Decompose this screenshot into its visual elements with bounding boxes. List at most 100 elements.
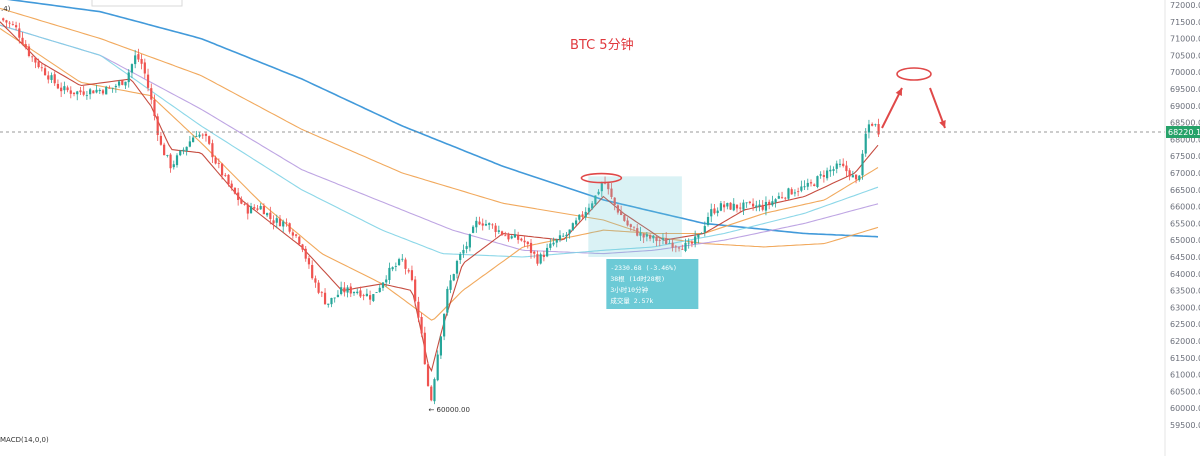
candle-body bbox=[452, 274, 455, 281]
candle-body bbox=[845, 165, 848, 172]
candle-body bbox=[578, 214, 581, 220]
candle-body bbox=[56, 83, 60, 89]
candle-body bbox=[137, 54, 140, 60]
candle-body bbox=[237, 192, 240, 201]
candle-body bbox=[700, 232, 703, 234]
candle-body bbox=[333, 297, 336, 299]
candle-body bbox=[378, 287, 381, 293]
candle-body bbox=[8, 22, 11, 24]
candle-body bbox=[53, 74, 56, 84]
candle-body bbox=[343, 287, 346, 293]
candle-body bbox=[620, 211, 623, 216]
candle-body bbox=[410, 270, 414, 281]
y-tick-label: 62500.00 bbox=[1170, 320, 1200, 329]
candle-body bbox=[555, 239, 558, 243]
candle-body bbox=[214, 157, 217, 164]
measure-range-box[interactable] bbox=[588, 176, 682, 257]
candle-body bbox=[520, 238, 523, 241]
candle-body bbox=[777, 196, 780, 199]
candle-body bbox=[18, 28, 21, 38]
top-left-label: .4) bbox=[1, 5, 11, 13]
candle-body bbox=[426, 364, 430, 386]
candle-body bbox=[513, 234, 517, 238]
candle-body bbox=[92, 90, 95, 94]
candle-body bbox=[684, 242, 687, 251]
candle-body bbox=[288, 223, 291, 232]
candle-body bbox=[858, 175, 861, 181]
candle-body bbox=[587, 207, 591, 212]
candle-body bbox=[668, 242, 671, 244]
moving-average-line bbox=[0, 28, 879, 321]
candle-body bbox=[481, 223, 484, 226]
candle-body bbox=[317, 282, 320, 293]
candle-body bbox=[143, 62, 146, 74]
y-tick-label: 67000.00 bbox=[1170, 169, 1200, 178]
candle-body bbox=[658, 240, 661, 241]
candle-body bbox=[397, 259, 401, 265]
candle-body bbox=[713, 208, 716, 214]
candle-body bbox=[706, 216, 710, 226]
candle-body bbox=[220, 163, 224, 176]
y-tick-label: 65000.00 bbox=[1170, 236, 1200, 245]
candle-body bbox=[690, 241, 694, 244]
candle-body bbox=[69, 90, 72, 94]
candle-body bbox=[809, 182, 813, 184]
candle-body bbox=[439, 336, 443, 356]
candle-body bbox=[117, 81, 121, 86]
candle-body bbox=[816, 176, 819, 188]
candle-body bbox=[739, 207, 742, 209]
y-tick-label: 66500.00 bbox=[1170, 186, 1200, 195]
candle-body bbox=[266, 213, 269, 216]
candle-body bbox=[40, 67, 43, 69]
candle-body bbox=[822, 175, 825, 177]
candle-body bbox=[352, 291, 356, 294]
candle-body bbox=[510, 236, 513, 239]
y-tick-label: 67500.00 bbox=[1170, 152, 1200, 161]
candle-body bbox=[336, 294, 340, 298]
candle-body bbox=[95, 89, 98, 93]
candle-body bbox=[661, 238, 665, 240]
candle-body bbox=[607, 183, 610, 190]
candle-body bbox=[459, 254, 462, 260]
candle-body bbox=[156, 116, 159, 135]
moving-average-line bbox=[0, 24, 879, 258]
candle-body bbox=[768, 201, 771, 205]
indicator-label: MACD(14,0,0) bbox=[0, 436, 49, 444]
candle-body bbox=[694, 236, 697, 244]
candle-body bbox=[191, 137, 195, 143]
candle-body bbox=[130, 64, 134, 73]
candle-body bbox=[584, 211, 587, 218]
moving-average-line bbox=[0, 7, 879, 248]
candle-body bbox=[784, 197, 787, 199]
candle-body bbox=[127, 72, 130, 83]
candle-body bbox=[388, 267, 391, 281]
candle-body bbox=[838, 163, 842, 165]
y-tick-label: 62000.00 bbox=[1170, 337, 1200, 346]
y-tick-label: 69000.00 bbox=[1170, 102, 1200, 111]
y-tick-label: 64500.00 bbox=[1170, 253, 1200, 262]
candle-body bbox=[330, 297, 333, 305]
candle-body bbox=[27, 46, 31, 56]
candle-body bbox=[571, 223, 574, 231]
candle-body bbox=[558, 235, 562, 240]
y-tick-label: 68000.00 bbox=[1170, 135, 1200, 144]
candle-body bbox=[861, 153, 864, 176]
candles bbox=[2, 17, 880, 405]
candle-body bbox=[616, 205, 620, 213]
candle-body bbox=[327, 303, 330, 305]
candle-body bbox=[687, 242, 690, 244]
candle-body bbox=[304, 248, 307, 259]
moving-average-line bbox=[0, 21, 879, 373]
measure-info-line: 3小时10分钟 bbox=[610, 285, 648, 294]
price-axis[interactable]: 72000.00 71500.00 71000.00 70500.00 70000.00… bbox=[1164, 0, 1200, 456]
candle-body bbox=[34, 57, 37, 63]
candle-body bbox=[674, 246, 677, 248]
candle-body bbox=[50, 75, 53, 80]
candle-body bbox=[851, 175, 854, 178]
candle-body bbox=[285, 222, 288, 224]
candle-body bbox=[552, 242, 555, 245]
candle-body bbox=[98, 89, 101, 92]
candle-body bbox=[356, 291, 359, 294]
up-arrow-icon-head bbox=[895, 88, 902, 96]
